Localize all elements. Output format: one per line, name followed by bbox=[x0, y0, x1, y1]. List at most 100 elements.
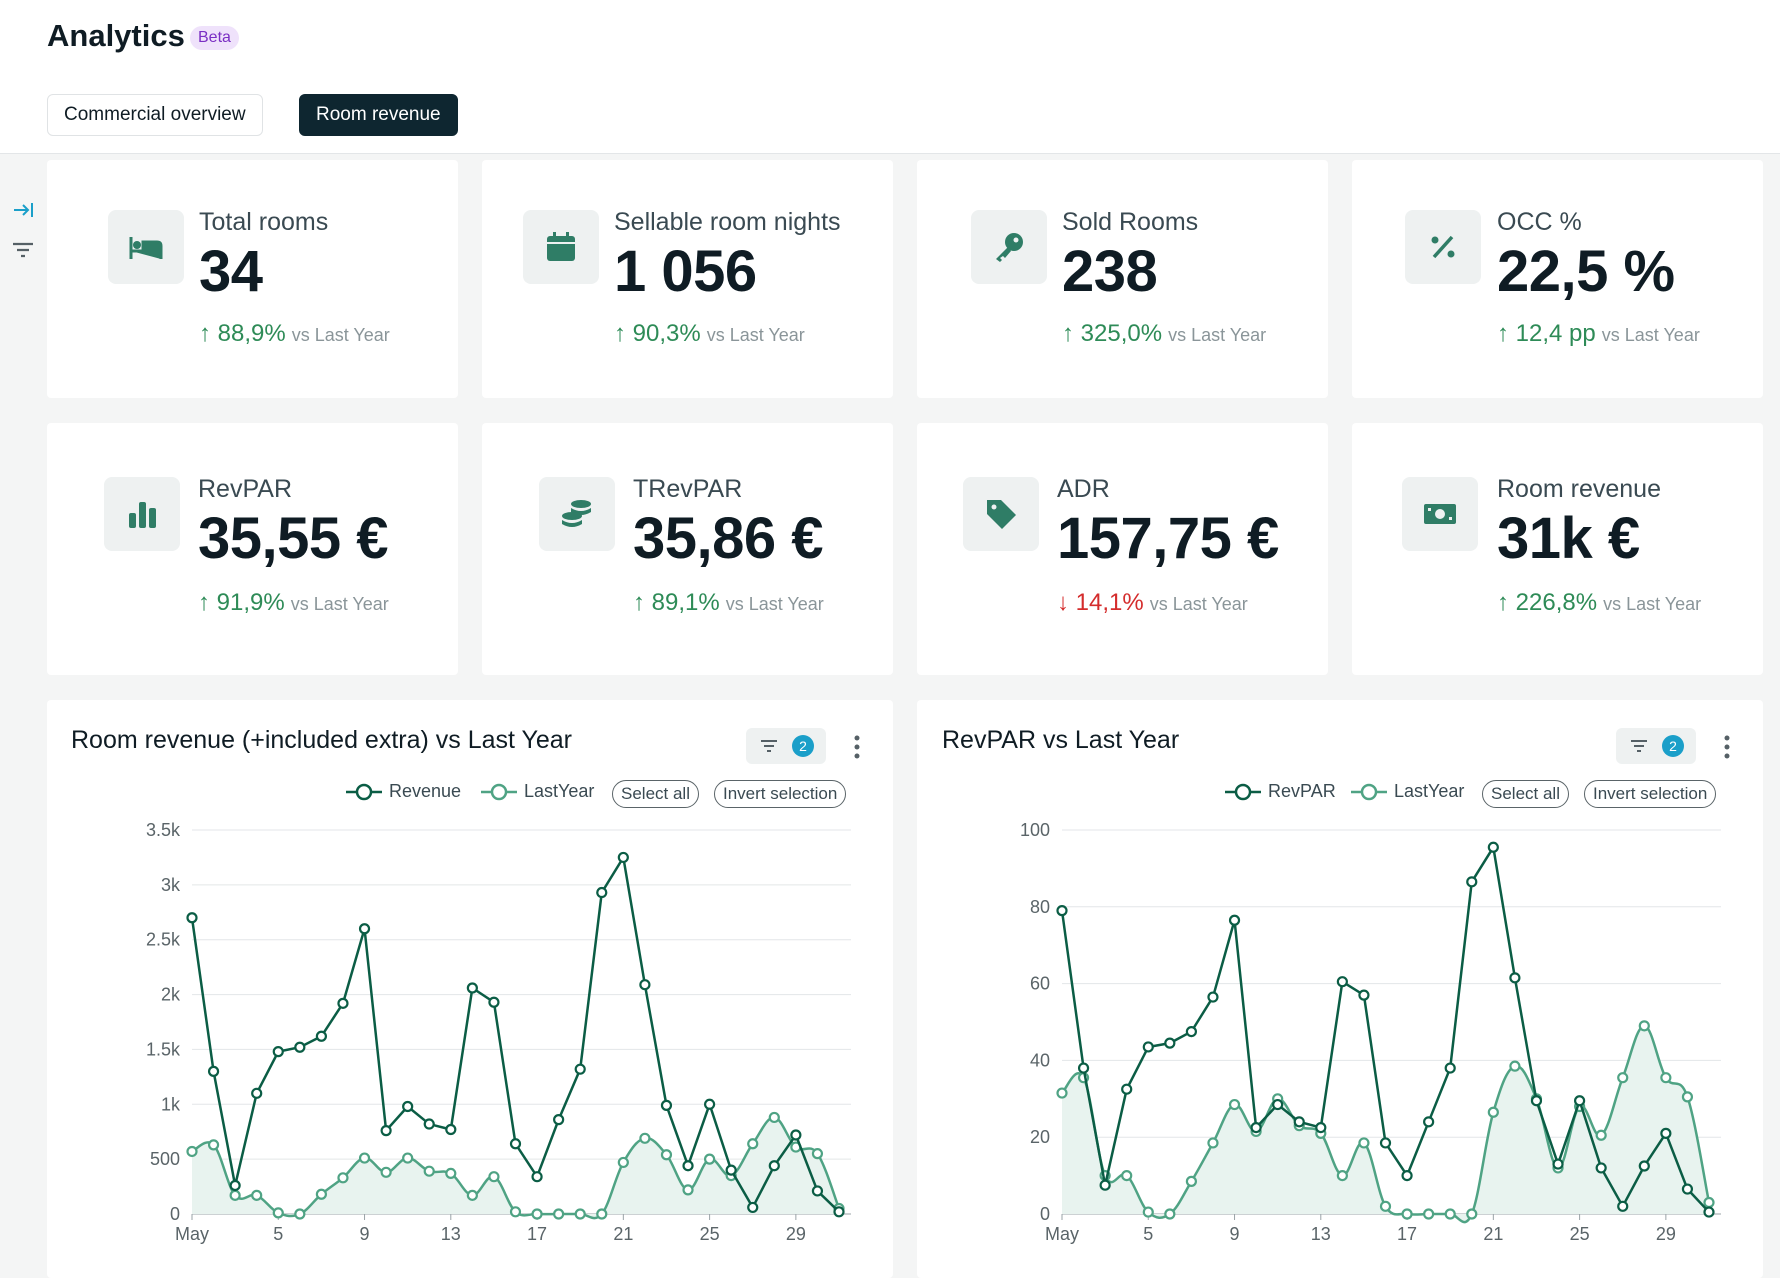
data-point-revpar bbox=[1142, 1041, 1154, 1053]
filter-count-badge: 2 bbox=[1662, 735, 1684, 757]
select-all-button[interactable]: Select all bbox=[612, 780, 699, 808]
invert-selection-button[interactable]: Invert selection bbox=[1584, 780, 1717, 808]
data-point-lastyear bbox=[617, 1156, 629, 1169]
kpi-delta-caption: vs Last Year bbox=[1168, 325, 1267, 345]
y-tick-label: 1.5k bbox=[146, 1039, 181, 1059]
data-point-lastyear bbox=[294, 1208, 306, 1220]
x-tick-label: 17 bbox=[1397, 1224, 1417, 1244]
more-options-icon[interactable] bbox=[847, 732, 867, 762]
data-point-revpar bbox=[1164, 1037, 1176, 1049]
kpi-label: TRevPAR bbox=[633, 475, 743, 503]
data-point-lastyear bbox=[531, 1208, 543, 1220]
coins-icon bbox=[539, 477, 615, 551]
kpi-value: 22,5 % bbox=[1497, 239, 1675, 304]
data-point-revenue bbox=[358, 923, 371, 935]
data-point-revenue bbox=[596, 886, 608, 899]
tab-commercial-overview[interactable]: Commercial overview bbox=[47, 94, 263, 136]
arrow-up-icon: ↑ bbox=[614, 320, 626, 347]
kpi-delta-caption: vs Last Year bbox=[706, 325, 805, 345]
legend-item-lastyear[interactable]: LastYear bbox=[1349, 781, 1464, 802]
chart-filter-button[interactable]: 2 bbox=[1616, 728, 1696, 764]
data-point-revpar bbox=[1423, 1116, 1435, 1128]
arrow-down-icon: ↓ bbox=[1057, 589, 1069, 616]
data-point-lastyear bbox=[1185, 1175, 1197, 1187]
kpi-delta-caption: vs Last Year bbox=[1149, 594, 1248, 614]
data-point-lastyear bbox=[1681, 1091, 1694, 1103]
bed-icon bbox=[108, 210, 184, 284]
kpi-value: 1 056 bbox=[614, 239, 757, 304]
kpi-label: OCC % bbox=[1497, 208, 1582, 236]
legend-item-revenue[interactable]: Revenue bbox=[344, 781, 461, 802]
x-tick-label: 21 bbox=[613, 1224, 633, 1244]
arrow-up-icon: ↑ bbox=[199, 320, 211, 347]
data-point-revenue bbox=[725, 1164, 737, 1176]
data-point-revenue bbox=[682, 1160, 694, 1172]
data-point-lastyear bbox=[207, 1139, 220, 1151]
data-point-lastyear bbox=[596, 1208, 608, 1220]
data-point-revpar bbox=[1293, 1116, 1305, 1128]
data-point-revpar bbox=[1681, 1183, 1694, 1195]
data-point-revpar bbox=[1444, 1062, 1456, 1074]
data-point-lastyear bbox=[229, 1189, 241, 1201]
legend-item-revpar[interactable]: RevPAR bbox=[1223, 781, 1336, 802]
y-tick-label: 60 bbox=[1030, 974, 1050, 994]
filter-icon[interactable] bbox=[8, 236, 38, 264]
data-point-lastyear bbox=[1336, 1170, 1348, 1182]
kpi-label: Total rooms bbox=[199, 208, 329, 236]
x-tick-label: 13 bbox=[441, 1224, 461, 1244]
invert-selection-button[interactable]: Invert selection bbox=[714, 780, 847, 808]
chart-filter-button[interactable]: 2 bbox=[746, 728, 826, 764]
data-point-lastyear bbox=[272, 1207, 284, 1219]
legend-line-marker-icon bbox=[481, 784, 517, 801]
filter-count-badge: 2 bbox=[792, 735, 814, 757]
data-point-revenue bbox=[553, 1114, 565, 1126]
data-point-revenue bbox=[660, 1099, 673, 1111]
filter-icon bbox=[761, 740, 777, 752]
data-point-revenue bbox=[833, 1206, 845, 1218]
legend-line-marker-icon bbox=[346, 784, 382, 801]
banknote-icon bbox=[1402, 477, 1478, 551]
data-point-lastyear bbox=[768, 1111, 780, 1124]
percent-icon bbox=[1405, 210, 1481, 284]
data-point-revpar bbox=[1207, 991, 1219, 1003]
kpi-value: 35,55 € bbox=[198, 506, 389, 571]
kpi-delta-caption: vs Last Year bbox=[1603, 594, 1702, 614]
data-point-revenue bbox=[402, 1100, 414, 1113]
kpi-delta-value: 90,3% bbox=[632, 320, 701, 347]
chart-card-revpar: RevPAR vs Last Year 2 RevPAR LastYear Se… bbox=[917, 700, 1763, 1278]
data-point-lastyear bbox=[315, 1188, 327, 1200]
data-point-revenue bbox=[747, 1201, 759, 1214]
data-point-revpar bbox=[1228, 914, 1241, 926]
data-point-lastyear bbox=[251, 1189, 263, 1201]
data-point-revenue bbox=[186, 912, 198, 924]
data-point-revenue bbox=[315, 1030, 327, 1042]
y-tick-label: 500 bbox=[150, 1149, 180, 1169]
kpi-delta-caption: vs Last Year bbox=[725, 594, 824, 614]
chart-card-room-revenue: Room revenue (+included extra) vs Last Y… bbox=[47, 700, 893, 1278]
x-tick-label: 29 bbox=[1656, 1224, 1676, 1244]
tab-room-revenue[interactable]: Room revenue bbox=[299, 94, 458, 136]
kpi-value: 35,86 € bbox=[633, 506, 824, 571]
data-point-revpar bbox=[1099, 1179, 1111, 1191]
key-icon bbox=[971, 210, 1047, 284]
y-tick-label: 100 bbox=[1020, 820, 1050, 840]
data-point-revpar bbox=[1379, 1137, 1392, 1149]
select-all-button[interactable]: Select all bbox=[1482, 780, 1569, 808]
data-point-lastyear bbox=[1164, 1208, 1176, 1220]
data-point-revenue bbox=[488, 996, 500, 1008]
bar-chart-icon bbox=[104, 477, 180, 551]
kpi-delta-value: 88,9% bbox=[217, 320, 286, 347]
collapse-panel-icon[interactable] bbox=[8, 196, 38, 224]
data-point-revpar bbox=[1121, 1083, 1133, 1095]
more-options-icon[interactable] bbox=[1717, 732, 1737, 762]
data-point-lastyear bbox=[186, 1145, 198, 1158]
data-point-lastyear bbox=[1401, 1208, 1413, 1220]
data-point-revpar bbox=[1638, 1160, 1650, 1172]
arrow-up-icon: ↑ bbox=[1497, 589, 1509, 616]
data-point-lastyear bbox=[509, 1206, 522, 1218]
data-point-lastyear bbox=[1638, 1020, 1650, 1032]
data-point-revenue bbox=[445, 1123, 457, 1136]
kpi-card-total-rooms: Total rooms 34 ↑ 88,9% vs Last Year bbox=[47, 160, 458, 398]
kpi-card-trevpar: TRevPAR 35,86 € ↑ 89,1% vs Last Year bbox=[482, 423, 893, 675]
legend-item-lastyear[interactable]: LastYear bbox=[479, 781, 594, 802]
